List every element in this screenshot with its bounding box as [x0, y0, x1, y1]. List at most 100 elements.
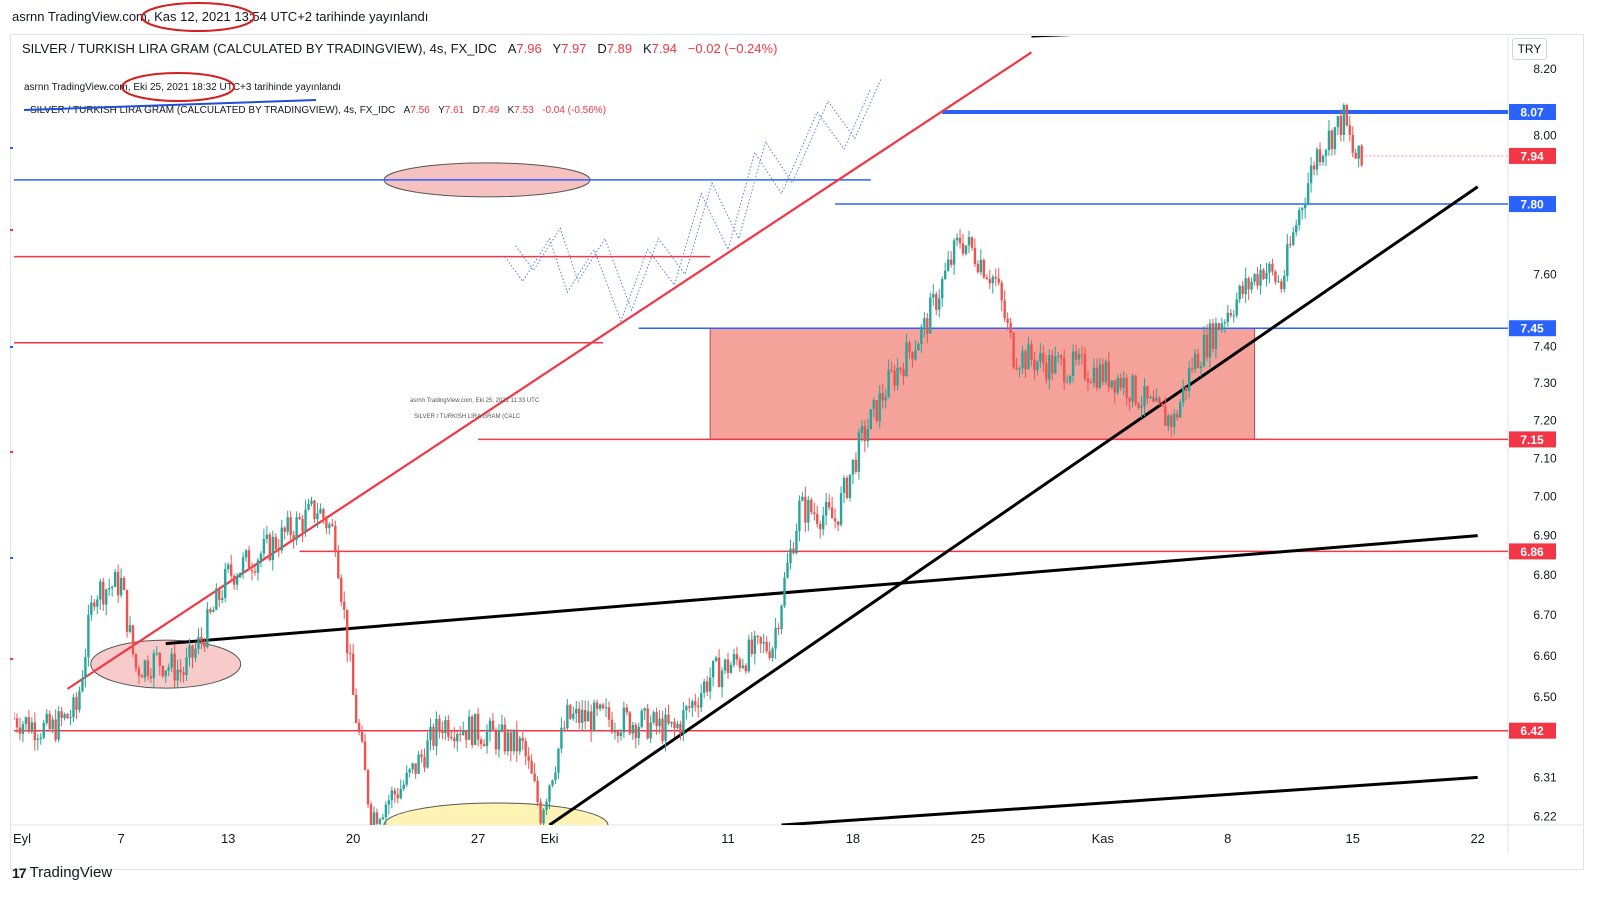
candle-body — [51, 719, 54, 730]
candle-body — [206, 609, 209, 647]
candle-body — [384, 804, 388, 818]
candle-body — [450, 736, 453, 738]
candle-body — [467, 716, 471, 740]
candle-body — [1187, 367, 1191, 391]
candle-body — [569, 704, 572, 719]
candle-body — [542, 809, 545, 824]
candle-body — [1306, 183, 1310, 204]
candle-body — [274, 536, 277, 550]
inner-price-change: -0.04 (-0.56%) — [542, 105, 607, 116]
candle-body — [1009, 322, 1012, 333]
candle-body — [964, 245, 968, 254]
candle-body — [212, 609, 215, 613]
candle-body — [1309, 165, 1313, 184]
candle-body — [1033, 359, 1036, 371]
candle-body — [462, 730, 465, 735]
candle-body — [798, 500, 801, 531]
candle-body — [1181, 387, 1185, 403]
candle-body — [1259, 270, 1262, 286]
candle-body — [128, 625, 132, 632]
candle-body — [759, 636, 762, 644]
candle-body — [589, 711, 593, 732]
tradingview-brand[interactable]: 17 TradingView — [12, 864, 112, 881]
candle-body — [896, 367, 899, 386]
candle-body — [863, 426, 867, 442]
candle-body — [682, 710, 685, 734]
candle-body — [1158, 397, 1161, 404]
left-edge-marker — [10, 557, 13, 559]
candle-body — [854, 459, 858, 472]
candle-body — [72, 697, 75, 718]
candle-body — [78, 691, 81, 710]
candle-body — [137, 668, 141, 676]
candle-body — [390, 790, 394, 801]
candle-body — [307, 503, 310, 510]
x-tick-label: 22 — [1470, 831, 1484, 846]
candle-body — [622, 707, 626, 733]
candle-body — [1089, 382, 1093, 384]
candle-body — [613, 731, 617, 733]
candle-body — [1256, 274, 1259, 286]
candle-body — [527, 756, 530, 761]
candle-body — [970, 237, 974, 248]
candle-body — [1339, 116, 1343, 135]
candle-body — [485, 731, 489, 747]
candle-body — [1065, 381, 1069, 383]
candle-body — [1057, 355, 1060, 357]
candle-body — [200, 636, 203, 642]
candle-body — [795, 530, 798, 554]
candle-body — [1315, 149, 1319, 170]
candle-body — [1184, 387, 1188, 391]
candle-body — [456, 733, 459, 742]
candle-body — [1211, 323, 1215, 349]
candle-body — [1199, 366, 1203, 369]
candle-body — [158, 652, 161, 666]
candle-body — [328, 524, 331, 529]
candle-body — [625, 707, 629, 713]
candle-body — [21, 724, 25, 734]
candle-body — [679, 723, 682, 734]
candle-body — [465, 730, 468, 740]
candle-body — [24, 717, 28, 725]
candle-body — [316, 513, 319, 520]
candle-body — [952, 240, 956, 265]
candle-body — [1113, 380, 1116, 393]
candle-body — [1140, 406, 1143, 408]
candle-body — [152, 653, 156, 679]
candle-body — [780, 605, 783, 630]
candle-body — [119, 577, 123, 596]
candle-body — [179, 669, 182, 673]
candle-body — [530, 760, 533, 774]
y-tick-label: 8.20 — [1533, 62, 1557, 76]
candle-body — [286, 517, 289, 532]
price-label-text: 7.94 — [1520, 149, 1544, 163]
candle-body — [197, 636, 200, 649]
candle-body — [872, 400, 875, 410]
x-tick-label: 8 — [1224, 831, 1231, 846]
candle-body — [857, 432, 861, 472]
candle-body — [1006, 318, 1009, 323]
candle-body — [209, 609, 212, 613]
currency-button[interactable]: TRY — [1512, 38, 1547, 60]
candle-body — [738, 659, 742, 668]
trend-line — [66, 51, 1033, 690]
ohlc-low: D7.89 — [597, 41, 633, 56]
candle-body — [215, 588, 218, 610]
candle-body — [801, 496, 804, 501]
candle-body — [548, 785, 551, 802]
x-tick-label: 7 — [117, 831, 124, 846]
candle-body — [646, 708, 649, 739]
candle-body — [1253, 274, 1256, 282]
candle-body — [110, 586, 114, 589]
candle-body — [33, 722, 37, 741]
candle-body — [949, 259, 953, 265]
candle-body — [598, 704, 602, 709]
candle-body — [191, 645, 194, 658]
price-label-box — [1509, 147, 1556, 164]
candle-body — [572, 713, 575, 719]
candle-body — [1110, 380, 1113, 388]
candle-body — [973, 247, 977, 265]
candle-body — [218, 588, 221, 601]
candle-body — [1289, 244, 1292, 246]
